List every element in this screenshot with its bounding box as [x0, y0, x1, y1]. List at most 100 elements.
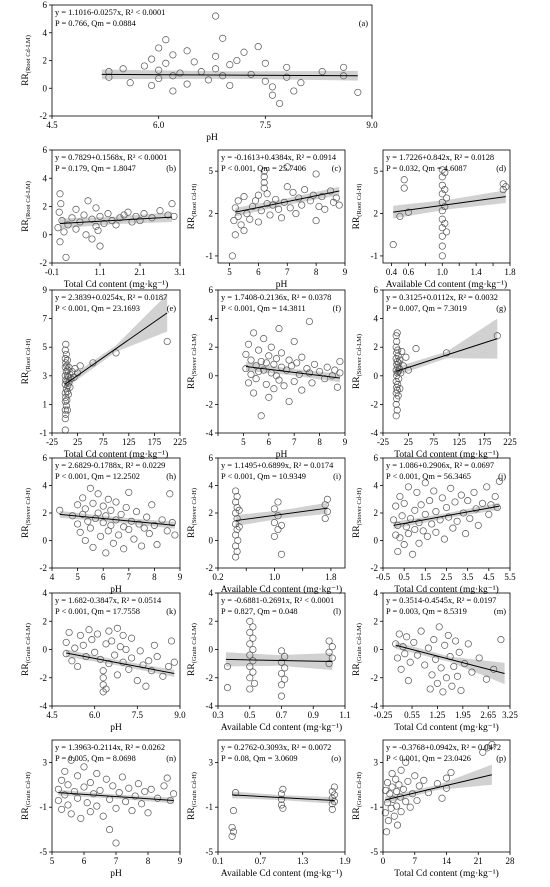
data-point [390, 516, 398, 524]
data-point [277, 658, 286, 666]
x-tick-label: 75 [99, 437, 109, 447]
data-point [272, 195, 280, 203]
x-tick-label: 75 [429, 437, 439, 447]
data-point [58, 805, 66, 813]
regression-stats: P = 0.179, Qm = 1.8047 [55, 164, 136, 173]
data-point [148, 81, 156, 90]
data-point [438, 181, 446, 189]
x-tick-label: 1.4 [471, 267, 483, 277]
data-point [112, 221, 120, 229]
panel-label: (b) [166, 164, 176, 173]
data-point [485, 510, 493, 518]
data-point [246, 640, 254, 648]
x-tick-label: 6 [82, 856, 87, 866]
data-point [395, 781, 403, 789]
y-axis-label: RR(Stover Cd-H) [21, 488, 32, 538]
data-point [93, 802, 101, 810]
data-point [254, 43, 262, 51]
data-point [272, 372, 280, 380]
data-point [61, 372, 69, 380]
regression-stats: P < 0.001, Qm = 25.7406 [221, 164, 306, 173]
data-point [74, 794, 82, 802]
data-point [266, 211, 274, 219]
x-tick-label: 1.0 [269, 572, 281, 582]
y-tick-label: -1 [40, 428, 48, 438]
data-point [453, 672, 461, 680]
y-tick-label: 6 [374, 285, 379, 295]
y-tick-label: 4 [43, 481, 48, 491]
data-point [257, 357, 265, 366]
data-point [277, 647, 286, 655]
x-tick-label: 7 [285, 267, 290, 277]
regression-line [64, 312, 168, 385]
y-tick-label: 3 [374, 757, 379, 767]
regression-stats: P = 0.003, Qm = 8.5319 [386, 607, 467, 616]
x-tick-label: 8 [314, 267, 319, 277]
data-point [440, 535, 448, 543]
data-point [316, 367, 324, 376]
data-point [336, 369, 344, 377]
data-point [335, 201, 343, 209]
data-point [61, 791, 69, 799]
panel-label: (p) [496, 754, 506, 763]
data-point [155, 44, 163, 52]
data-point [483, 744, 491, 752]
data-point [411, 506, 419, 514]
data-point [413, 651, 422, 659]
plot-frame [217, 149, 346, 264]
y-tick-label: 0 [43, 230, 48, 240]
data-point [483, 483, 491, 491]
panel-j: -0.5 0.5 1.5 2.5 3.5 4.5 5.5 -2 0 2 4 6 y = 1.086+0.… [352, 453, 516, 595]
data-point [277, 214, 286, 222]
data-point [145, 657, 153, 665]
y-tick-label: 4 [209, 314, 214, 324]
data-point [437, 664, 445, 672]
regression-line [235, 190, 340, 213]
data-point [386, 790, 394, 798]
data-point [91, 648, 99, 656]
data-point [77, 814, 85, 822]
panel-a: 4.5 6.0 7.5 9.0 -2 0 2 4 6 y = 1.1016-0.0257x, R²… [21, 0, 378, 143]
y-tick-label: -5 [40, 847, 48, 857]
data-point [128, 807, 136, 815]
data-point [323, 363, 331, 371]
regression-line [393, 196, 506, 213]
data-point [328, 643, 336, 651]
data-point [233, 525, 241, 534]
y-axis-label: RR(Root Cd-H) [352, 184, 363, 230]
data-point [464, 640, 472, 648]
data-point [332, 194, 340, 202]
data-point [249, 202, 257, 211]
x-axis-label: Total Cd content (mg·kg⁻¹) [64, 449, 169, 460]
data-point [293, 359, 301, 367]
data-point [404, 483, 412, 491]
data-point [312, 170, 320, 178]
x-tick-label: 9 [178, 856, 183, 866]
data-point [125, 525, 133, 534]
data-point [254, 191, 262, 199]
x-tick-label: 2.5 [441, 572, 453, 582]
x-tick-label: -0.5 [376, 572, 391, 582]
x-tick-label: 6 [267, 437, 272, 447]
data-point [260, 366, 268, 374]
data-point [112, 839, 120, 847]
y-axis-label: RR(Root Cd-LM) [21, 35, 32, 86]
y-tick-label: 6 [209, 285, 214, 295]
data-point [107, 521, 115, 529]
data-point [140, 62, 148, 70]
data-point [270, 532, 278, 540]
panel-e: -25 25 75 125 175 225 -1 1 3 5 7 9 y = 2.3839+0.0254… [21, 285, 187, 460]
data-point [442, 503, 451, 512]
data-point [160, 782, 168, 790]
x-tick-label: 5 [227, 267, 232, 277]
y-tick-label: 0 [374, 645, 379, 655]
plot-frame [51, 289, 181, 434]
data-point [257, 207, 265, 215]
data-point [244, 340, 253, 348]
data-point [325, 660, 333, 668]
x-tick-label: 8 [146, 856, 151, 866]
regression-line [245, 366, 340, 379]
data-point [441, 641, 449, 649]
data-point [411, 772, 419, 780]
data-point [107, 506, 115, 514]
